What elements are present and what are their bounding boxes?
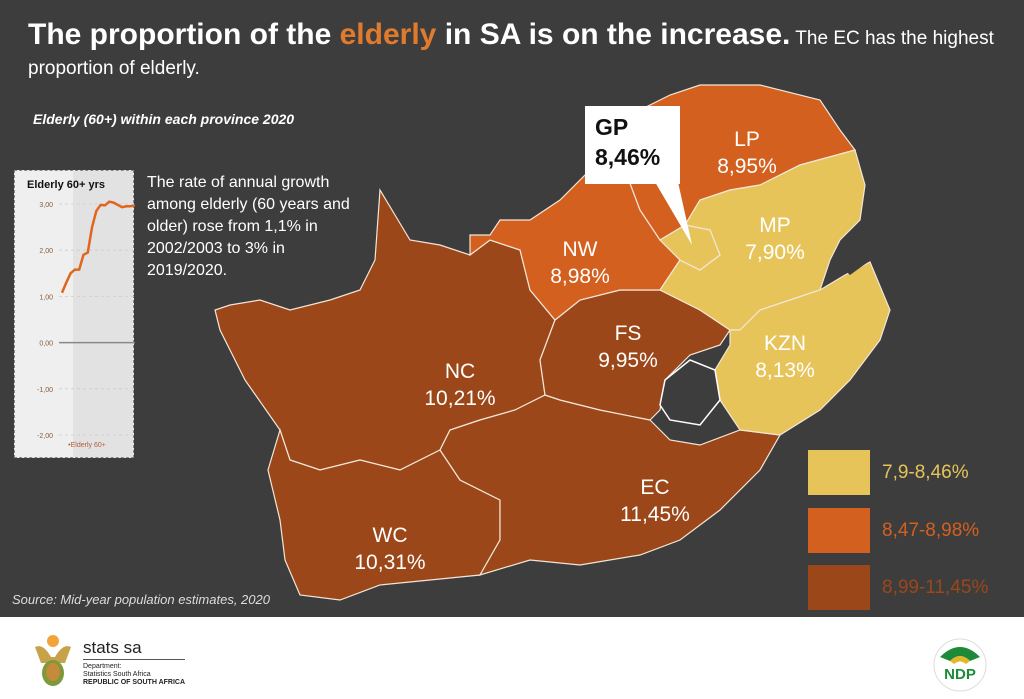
gp-value: 8,46% [595,144,661,170]
y-tick-label: 2,00 [39,248,53,255]
legend-swatch-mid [808,508,870,553]
page-title: The proportion of the elderly in SA is o… [28,18,994,80]
label-FS: FS 9,95% [598,322,658,372]
gp-code: GP [595,114,629,140]
legend-swatch-low [808,450,870,495]
province-KZN[interactable] [714,261,891,436]
growth-text: The rate of annual growth among elderly … [147,174,350,279]
label-NC: NC 10,21% [424,360,496,410]
stats-sa-logo-text: stats sa [83,638,142,657]
label-KZN: KZN 8,13% [755,332,815,382]
south-africa-map [214,84,891,601]
source-note: Source: Mid-year population estimates, 2… [12,592,270,607]
gp-callout: GP 8,46% [585,106,680,184]
label-WC: WC 10,31% [354,524,426,574]
y-tick-label: -2,00 [37,433,53,440]
chart-legend: •Elderly 60+ [68,442,106,449]
growth-chart: 3,00 2,00 1,00 0,00 -1,00 -2,00 •Elderly 60+ E… [14,170,135,458]
infographic-panel: The proportion of the elderly in SA is o… [0,0,1024,617]
label-LP: LP 8,95% [717,128,777,178]
legend-label-high: 8,99-11,45% [882,577,989,598]
y-tick-label: 0,00 [39,341,53,348]
y-tick-label: -1,00 [37,387,53,394]
gp-callout-pointer [655,182,692,245]
legend-swatch-high [808,565,870,610]
label-EC: EC 11,45% [620,476,690,526]
map-subtitle: Elderly (60+) within each province 2020 [33,111,295,127]
series-line-elderly [60,200,135,294]
ndp-2030-logo: NDP [933,638,987,692]
province-EC[interactable] [439,394,781,577]
department-text: Department: Statistics South Africa REPUBL… [83,663,186,686]
footer: stats sa Department: Statistics South Afr… [0,617,1024,699]
lesotho [659,359,721,426]
legend-label-low: 7,9-8,46% [882,462,969,483]
label-NW: NW 8,98% [550,238,610,288]
chart-title: Elderly 60+ yrs [27,179,105,191]
eswatini [836,238,868,275]
svg-text:NDP: NDP [944,666,976,683]
y-tick-label: 1,00 [39,294,53,301]
label-MP: MP 7,90% [745,214,805,264]
y-tick-label: 3,00 [39,202,53,209]
legend-label-mid: 8,47-8,98% [882,520,980,541]
coat-of-arms-logo [35,635,71,686]
